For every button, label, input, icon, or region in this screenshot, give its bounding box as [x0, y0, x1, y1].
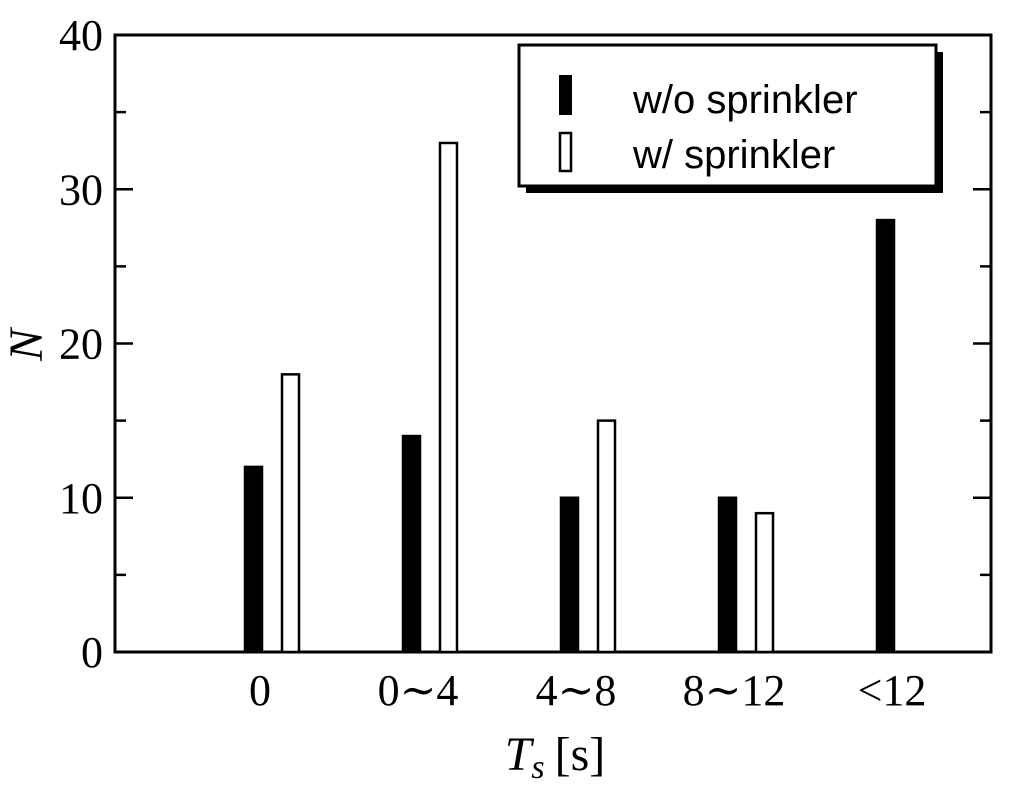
- y-tick-label: 30: [59, 165, 103, 214]
- legend-label-without-sprinkler: w/o sprinkler: [632, 78, 858, 122]
- x-tick-label: <12: [858, 666, 927, 715]
- legend-label-with-sprinkler: w/ sprinkler: [632, 133, 835, 177]
- y-axis-ticks: [115, 110, 991, 577]
- bar-with-sprinkler: [596, 419, 617, 654]
- x-axis-title: Ts [s]: [505, 728, 606, 786]
- bar-with-sprinkler: [754, 511, 775, 654]
- bar-without-sprinkler: [243, 465, 264, 654]
- x-tick-label: 4∼8: [536, 666, 617, 715]
- y-tick-label: 20: [59, 320, 103, 369]
- x-axis-tick-labels: 0 0∼4 4∼8 8∼12 <12: [249, 666, 926, 715]
- bar-without-sprinkler: [401, 434, 422, 654]
- x-tick-label: 0∼4: [378, 666, 459, 715]
- y-tick-label: 10: [59, 474, 103, 523]
- legend-swatch-without-sprinkler: [559, 75, 572, 115]
- x-tick-label: 0: [249, 666, 271, 715]
- legend: w/o sprinkler w/ sprinkler: [517, 43, 943, 193]
- bar-without-sprinkler: [717, 496, 738, 654]
- bar-with-sprinkler: [438, 141, 459, 654]
- x-tick-label: 8∼12: [683, 666, 786, 715]
- legend-box: [517, 43, 938, 188]
- x-axis-title-subscript: s: [531, 749, 544, 786]
- y-axis-title: N: [0, 326, 53, 362]
- bar-without-sprinkler: [559, 496, 580, 654]
- y-tick-label: 0: [81, 628, 103, 677]
- x-axis-title-main: T: [505, 728, 535, 781]
- y-axis-tick-labels: 0 10 20 30 40: [59, 11, 103, 677]
- x-axis-title-unit: [s]: [555, 728, 606, 781]
- bars: [243, 141, 896, 654]
- y-tick-label: 40: [59, 11, 103, 60]
- bar-with-sprinkler: [280, 373, 301, 654]
- bar-without-sprinkler: [875, 218, 896, 654]
- legend-swatch-with-sprinkler: [558, 131, 573, 173]
